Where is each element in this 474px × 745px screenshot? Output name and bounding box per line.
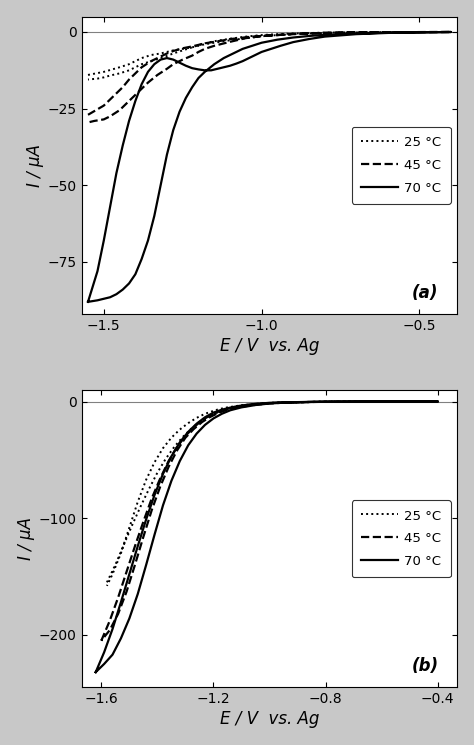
Line: 45 °C: 45 °C: [88, 32, 451, 122]
25 °C: [85, 75, 91, 84]
45 °C: [351, 397, 356, 406]
25 °C: [227, 34, 233, 43]
45 °C: [295, 398, 301, 407]
25 °C: [295, 398, 301, 407]
70 °C: [145, 67, 151, 76]
45 °C: [126, 97, 132, 106]
70 °C: [385, 28, 391, 37]
25 °C: [221, 37, 227, 45]
25 °C: [211, 37, 217, 45]
70 °C: [448, 28, 454, 37]
45 °C: [99, 636, 104, 645]
Line: 45 °C: 45 °C: [101, 402, 438, 641]
70 °C: [189, 64, 195, 73]
25 °C: [267, 399, 273, 408]
70 °C: [152, 212, 157, 221]
Line: 25 °C: 25 °C: [107, 402, 438, 586]
25 °C: [104, 581, 110, 590]
45 °C: [99, 636, 104, 645]
45 °C: [259, 31, 264, 40]
Line: 70 °C: 70 °C: [96, 402, 438, 672]
X-axis label: E / V  vs. Ag: E / V vs. Ag: [220, 710, 319, 729]
45 °C: [267, 399, 273, 408]
Line: 25 °C: 25 °C: [88, 32, 451, 80]
X-axis label: E / V  vs. Ag: E / V vs. Ag: [220, 337, 319, 355]
70 °C: [109, 650, 115, 659]
45 °C: [180, 55, 185, 64]
70 °C: [85, 297, 91, 306]
25 °C: [85, 71, 91, 80]
45 °C: [435, 397, 440, 406]
70 °C: [202, 413, 208, 422]
70 °C: [160, 501, 166, 510]
45 °C: [322, 28, 328, 37]
25 °C: [117, 63, 122, 72]
45 °C: [85, 118, 91, 127]
25 °C: [351, 397, 356, 406]
45 °C: [85, 110, 91, 119]
45 °C: [107, 616, 112, 625]
25 °C: [448, 28, 454, 37]
45 °C: [200, 417, 205, 426]
70 °C: [210, 408, 216, 417]
25 °C: [322, 28, 328, 37]
45 °C: [202, 39, 208, 48]
70 °C: [253, 401, 258, 410]
45 °C: [448, 28, 454, 37]
Legend: 25 °C, 45 °C, 70 °C: 25 °C, 45 °C, 70 °C: [352, 127, 451, 204]
Y-axis label: I / μA: I / μA: [26, 144, 44, 187]
25 °C: [267, 399, 273, 408]
70 °C: [435, 397, 440, 406]
45 °C: [267, 399, 273, 408]
25 °C: [126, 60, 132, 69]
25 °C: [202, 409, 208, 418]
Y-axis label: I / μA: I / μA: [17, 517, 35, 560]
70 °C: [210, 414, 216, 423]
Text: (a): (a): [412, 284, 438, 302]
70 °C: [93, 668, 99, 676]
25 °C: [112, 560, 118, 569]
Line: 70 °C: 70 °C: [88, 32, 451, 302]
70 °C: [93, 668, 99, 676]
Legend: 25 °C, 45 °C, 70 °C: 25 °C, 45 °C, 70 °C: [352, 500, 451, 577]
Text: (b): (b): [411, 657, 438, 676]
70 °C: [85, 297, 91, 306]
45 °C: [354, 28, 359, 37]
70 °C: [145, 236, 151, 245]
25 °C: [435, 397, 440, 406]
70 °C: [221, 63, 227, 72]
25 °C: [104, 578, 110, 587]
